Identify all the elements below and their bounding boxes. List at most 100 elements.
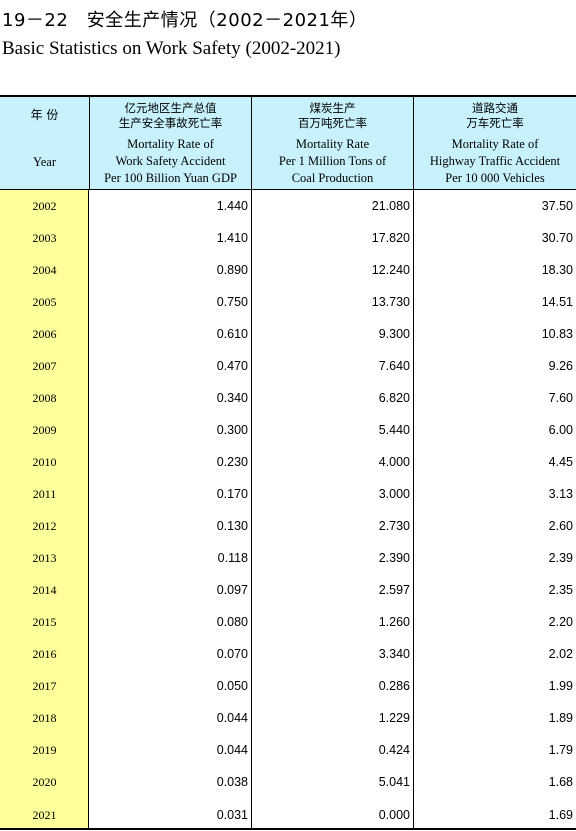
gdp-mortality-cell: 0.890 (216, 263, 248, 277)
road-mortality-cell: 4.45 (548, 455, 573, 469)
road-mortality-cell: 6.00 (548, 423, 573, 437)
year-cell: 2005 (32, 295, 57, 309)
header-gdp-en-line2: Work Safety Accident (115, 154, 226, 168)
table-row: 2003 1.410 17.820 30.70 (0, 222, 576, 254)
table-row: 2020 0.038 5.041 1.68 (0, 766, 576, 798)
table-bottom-rule (0, 828, 576, 830)
column-divider (251, 190, 252, 828)
road-mortality-cell: 2.35 (548, 583, 573, 597)
coal-mortality-cell: 3.340 (378, 647, 410, 661)
road-mortality-cell: 37.50 (541, 199, 573, 213)
coal-mortality-cell: 7.640 (378, 359, 410, 373)
header-road-en-line2: Highway Traffic Accident (429, 154, 561, 168)
gdp-mortality-cell: 1.440 (216, 199, 248, 213)
table-row: 2014 0.097 2.597 2.35 (0, 574, 576, 606)
coal-mortality-cell: 0.286 (378, 679, 410, 693)
header-gdp-cn-line1: 亿元地区生产总值 (124, 101, 217, 115)
year-cell: 2009 (32, 423, 57, 437)
coal-mortality-cell: 4.000 (378, 455, 410, 469)
gdp-mortality-cell: 1.410 (216, 231, 248, 245)
table-row: 2007 0.470 7.640 9.26 (0, 350, 576, 382)
year-cell: 2019 (32, 743, 57, 757)
gdp-mortality-cell: 0.050 (216, 679, 248, 693)
table-row: 2013 0.118 2.390 2.39 (0, 542, 576, 574)
coal-mortality-cell: 5.041 (378, 775, 410, 789)
header-road-cn-line1: 道路交通 (472, 101, 518, 115)
header-gdp-en-line1: Mortality Rate of (127, 137, 214, 151)
gdp-mortality-cell: 0.038 (216, 775, 248, 789)
gdp-mortality-cell: 0.170 (216, 487, 248, 501)
gdp-mortality-cell: 0.300 (216, 423, 248, 437)
table-row: 2008 0.340 6.820 7.60 (0, 382, 576, 414)
table-row: 2002 1.440 21.080 37.50 (0, 190, 576, 222)
table-row: 2005 0.750 13.730 14.51 (0, 286, 576, 318)
coal-mortality-cell: 1.229 (378, 711, 410, 725)
coal-mortality-cell: 1.260 (378, 615, 410, 629)
gdp-mortality-cell: 0.031 (216, 808, 248, 822)
road-mortality-cell: 2.02 (548, 647, 573, 661)
coal-mortality-cell: 21.080 (371, 199, 410, 213)
gdp-mortality-cell: 0.470 (216, 359, 248, 373)
year-cell: 2014 (32, 583, 57, 597)
year-cell: 2017 (32, 679, 57, 693)
coal-mortality-cell: 2.597 (378, 583, 410, 597)
header-road-cn-line2: 万车死亡率 (466, 116, 524, 130)
road-mortality-cell: 2.60 (548, 519, 573, 533)
gdp-mortality-cell: 0.610 (216, 327, 248, 341)
year-cell: 2002 (32, 199, 57, 213)
column-divider (413, 190, 414, 828)
year-cell: 2011 (32, 487, 57, 501)
gdp-mortality-cell: 0.130 (216, 519, 248, 533)
header-coal-cn-line2: 百万吨死亡率 (298, 116, 367, 130)
header-road-mortality: 道路交通 万车死亡率 Mortality Rate of Highway Tra… (414, 97, 576, 189)
table-row: 2010 0.230 4.000 4.45 (0, 446, 576, 478)
header-coal-en-line2: Per 1 Million Tons of (278, 154, 387, 168)
road-mortality-cell: 18.30 (541, 263, 573, 277)
road-mortality-cell: 2.20 (548, 615, 573, 629)
gdp-mortality-cell: 0.097 (216, 583, 248, 597)
table-row: 2016 0.070 3.340 2.02 (0, 638, 576, 670)
header-coal-mortality: 煤炭生产 百万吨死亡率 Mortality Rate Per 1 Million… (252, 97, 414, 189)
coal-mortality-cell: 3.000 (378, 487, 410, 501)
year-cell: 2008 (32, 391, 57, 405)
table-top-rule (0, 95, 576, 97)
coal-mortality-cell: 13.730 (371, 295, 410, 309)
road-mortality-cell: 1.99 (548, 679, 573, 693)
coal-mortality-cell: 2.390 (378, 551, 410, 565)
coal-mortality-cell: 0.424 (378, 743, 410, 757)
coal-mortality-cell: 12.240 (371, 263, 410, 277)
table-row: 2011 0.170 3.000 3.13 (0, 478, 576, 510)
year-cell: 2012 (32, 519, 57, 533)
gdp-mortality-cell: 0.044 (216, 743, 248, 757)
road-mortality-cell: 1.79 (548, 743, 573, 757)
coal-mortality-cell: 17.820 (371, 231, 410, 245)
coal-mortality-cell: 2.730 (378, 519, 410, 533)
road-mortality-cell: 9.26 (548, 359, 573, 373)
year-cell: 2018 (32, 711, 57, 725)
header-road-en-line3: Per 10 000 Vehicles (445, 171, 545, 185)
page-title-en: Basic Statistics on Work Safety (2002-20… (2, 38, 341, 59)
header-year: 年 份 Year (0, 97, 90, 189)
road-mortality-cell: 1.68 (548, 775, 573, 789)
coal-mortality-cell: 9.300 (378, 327, 410, 341)
header-coal-en-line3: Coal Production (291, 171, 374, 185)
year-cell: 2006 (32, 327, 57, 341)
gdp-mortality-cell: 0.080 (216, 615, 248, 629)
year-cell: 2010 (32, 455, 57, 469)
table-row: 2012 0.130 2.730 2.60 (0, 510, 576, 542)
header-year-en: Year (32, 155, 57, 169)
table-row: 2009 0.300 5.440 6.00 (0, 414, 576, 446)
road-mortality-cell: 3.13 (548, 487, 573, 501)
gdp-mortality-cell: 0.230 (216, 455, 248, 469)
year-cell: 2003 (32, 231, 57, 245)
road-mortality-cell: 30.70 (541, 231, 573, 245)
year-cell: 2015 (32, 615, 57, 629)
header-gdp-cn-line2: 生产安全事故死亡率 (118, 116, 223, 130)
gdp-mortality-cell: 0.118 (217, 551, 248, 565)
page-title-cn: 19－22 安全生产情况（2002－2021年） (2, 10, 368, 31)
road-mortality-cell: 7.60 (548, 391, 573, 405)
gdp-mortality-cell: 0.044 (216, 711, 248, 725)
year-cell: 2013 (32, 551, 57, 565)
table-row: 2004 0.890 12.240 18.30 (0, 254, 576, 286)
year-cell: 2016 (32, 647, 57, 661)
